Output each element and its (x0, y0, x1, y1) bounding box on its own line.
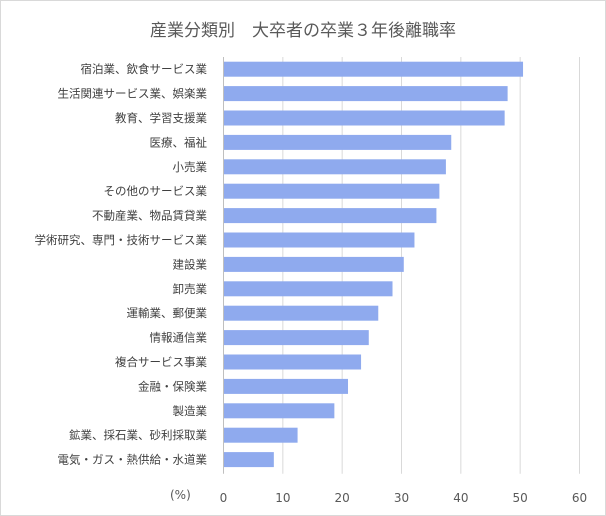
x-tick-label: 0 (220, 491, 228, 505)
category-label: 金融・保険業 (138, 379, 207, 393)
category-label: 鉱業、採石業、砂利採取業 (69, 428, 207, 442)
bar (224, 281, 393, 297)
category-label: 宿泊業、飲食サービス業 (81, 62, 208, 76)
bar (224, 110, 505, 126)
category-label: 卸売業 (173, 282, 208, 296)
category-label: 電気・ガス・熱供給・水道業 (58, 453, 208, 467)
category-label: 生活関連サービス業、娯楽業 (58, 87, 208, 101)
chart-title: 産業分類別 大卒者の卒業３年後離職率 (150, 21, 456, 41)
bar (224, 354, 362, 370)
bar (224, 305, 379, 321)
category-label: 教育、学習支援業 (115, 111, 207, 125)
category-label: 小売業 (173, 160, 208, 174)
x-tick-label: 60 (572, 491, 587, 505)
x-tick-label: 10 (275, 491, 290, 505)
bar (224, 86, 508, 102)
x-axis-unit: (%) (170, 488, 191, 502)
x-tick-label: 20 (335, 491, 350, 505)
category-label: 運輸業、郵便業 (127, 306, 208, 320)
category-label: 製造業 (173, 404, 208, 418)
x-tick-label: 40 (453, 491, 468, 505)
category-label: 情報通信業 (150, 331, 208, 345)
x-tick-label: 30 (394, 491, 409, 505)
bar (224, 208, 437, 224)
category-label: 学術研究、専門・技術サービス業 (35, 233, 208, 247)
bar (224, 159, 446, 175)
bar (224, 256, 404, 272)
bar (224, 330, 369, 346)
category-label: 不動産業、物品賃貸業 (92, 209, 207, 223)
bar (224, 232, 415, 248)
category-label: 複合サービス事業 (115, 355, 207, 369)
bar (224, 452, 274, 468)
x-tick-label: 50 (513, 491, 528, 505)
category-label: 医療、福祉 (150, 135, 208, 149)
bar (224, 134, 452, 150)
category-label: 建設業 (173, 257, 208, 271)
bar (224, 427, 298, 443)
bar (224, 183, 440, 199)
bar (224, 403, 335, 419)
bar (224, 378, 349, 394)
bar (224, 61, 524, 77)
category-label: その他のサービス業 (104, 184, 208, 198)
